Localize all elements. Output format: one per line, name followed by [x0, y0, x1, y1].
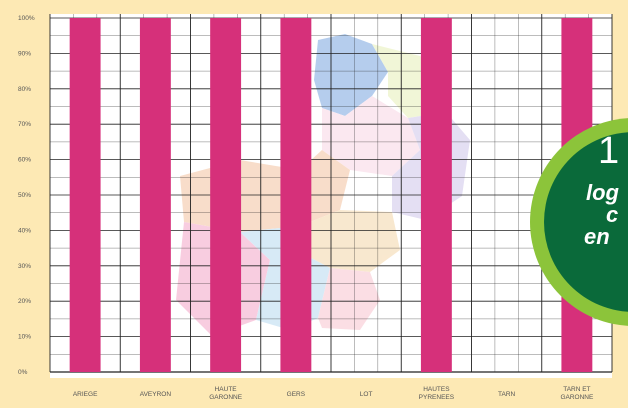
x-tick-label: GARONNE	[209, 394, 243, 401]
bar	[280, 18, 312, 372]
y-tick-label: 70%	[18, 121, 31, 128]
badge: 1 log c en	[530, 118, 628, 326]
badge-text-line-1: log	[586, 180, 620, 205]
x-tick-label: HAUTE	[215, 386, 238, 393]
y-axis-ticks: 0% 10% 20% 30% 40% 50% 60% 70% 80% 90% 100%	[18, 15, 35, 376]
x-tick-label: GERS	[287, 391, 306, 398]
y-tick-label: 100%	[18, 15, 35, 22]
x-tick-label: TARN ET	[563, 386, 590, 393]
x-tick-label: AVEYRON	[140, 391, 172, 398]
y-tick-label: 60%	[18, 157, 31, 164]
y-tick-label: 20%	[18, 298, 31, 305]
y-tick-label: 80%	[18, 86, 31, 93]
bar	[210, 18, 242, 372]
badge-inner-circle	[544, 132, 628, 312]
y-tick-label: 40%	[18, 227, 31, 234]
y-tick-label: 50%	[18, 192, 31, 199]
y-tick-label: 0%	[18, 369, 28, 376]
badge-text-line-2: c	[606, 202, 618, 227]
badge-number: 1	[598, 130, 619, 172]
bars	[69, 18, 593, 372]
bar	[69, 18, 101, 372]
badge-text-line-3: en	[584, 224, 610, 249]
bar	[420, 18, 452, 372]
x-tick-label: PYRENEES	[419, 394, 455, 401]
y-tick-label: 90%	[18, 50, 31, 57]
x-tick-label: TARN	[498, 391, 516, 398]
bar	[139, 18, 171, 372]
x-tick-label: GARONNE	[560, 394, 594, 401]
y-tick-label: 30%	[18, 263, 31, 270]
x-tick-label: HAUTES	[423, 386, 450, 393]
y-tick-label: 10%	[18, 334, 31, 341]
x-tick-label: ARIEGE	[73, 391, 98, 398]
x-tick-label: LOT	[360, 391, 373, 398]
